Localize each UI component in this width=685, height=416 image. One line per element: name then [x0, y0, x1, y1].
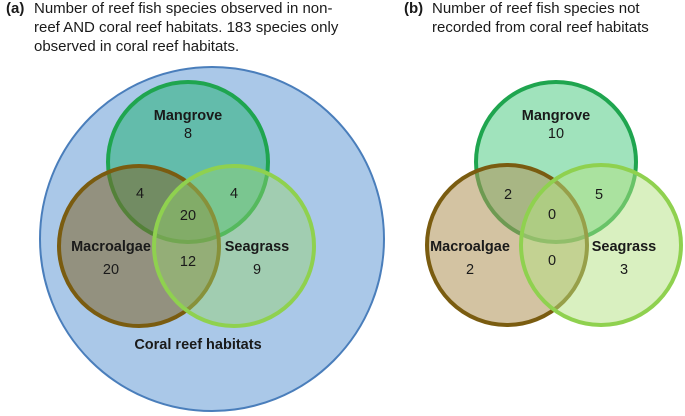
panel-b-caption-line-1: Number of reef fish species not [432, 0, 640, 17]
panel-a-venn: Mangrove 8 4 4 20 Macroalgae 20 12 Seagr… [39, 66, 385, 412]
seagrass-label-a: Seagrass [225, 239, 290, 255]
mangrove-label-a: Mangrove [154, 108, 223, 124]
macroalgae-label-b: Macroalgae [430, 239, 510, 255]
mangrove-seagrass-value-b: 5 [595, 187, 603, 203]
seagrass-value-b: 3 [620, 262, 628, 278]
panel-b-venn: Mangrove 10 2 5 0 Macroalgae 2 0 Seagras… [425, 80, 683, 327]
panel-b-caption-line-2: recorded from coral reef habitats [432, 19, 649, 36]
mangrove-seagrass-value-a: 4 [230, 186, 238, 202]
mangrove-value-a: 8 [184, 126, 192, 142]
macroalgae-circle-a [57, 164, 221, 328]
macroalgae-value-b: 2 [466, 262, 474, 278]
macroalgae-seagrass-value-a: 12 [180, 254, 196, 270]
macroalgae-label-a: Macroalgae [71, 239, 151, 255]
panel-a-caption-line-2: reef AND coral reef habitats. 183 specie… [34, 19, 339, 36]
panel-a-caption-line-1: Number of reef fish species observed in … [34, 0, 333, 17]
mangrove-value-b: 10 [548, 126, 564, 142]
panel-a-caption: (a) Number of reef fish species observed… [6, 0, 366, 60]
seagrass-value-a: 9 [253, 262, 261, 278]
seagrass-label-b: Seagrass [592, 239, 657, 255]
all-three-value-a: 20 [180, 208, 196, 224]
seagrass-circle-b [519, 163, 683, 327]
panel-b-caption: (b) Number of reef fish species not reco… [404, 0, 684, 40]
macroalgae-seagrass-value-b: 0 [548, 253, 556, 269]
coral-reef-label: Coral reef habitats [134, 337, 261, 353]
mangrove-macroalgae-value-a: 4 [136, 186, 144, 202]
mangrove-label-b: Mangrove [522, 108, 591, 124]
all-three-value-b: 0 [548, 207, 556, 223]
seagrass-circle-a [152, 164, 316, 328]
macroalgae-value-a: 20 [103, 262, 119, 278]
mangrove-macroalgae-value-b: 2 [504, 187, 512, 203]
panel-b-tag: (b) [404, 0, 424, 17]
panel-a-caption-line-3: observed in coral reef habitats. [34, 38, 240, 55]
panel-a-tag: (a) [6, 0, 25, 17]
